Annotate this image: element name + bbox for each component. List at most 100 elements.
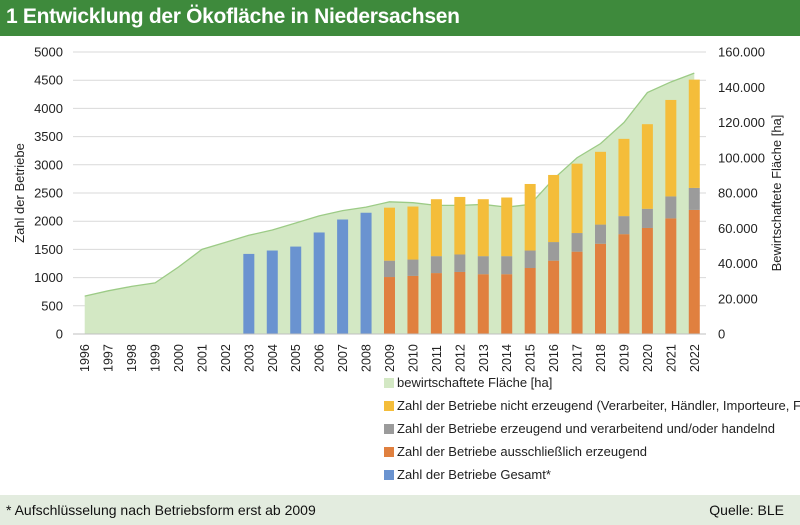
bar-segment-non-producing [407, 206, 419, 260]
y-tick-label: 2000 [34, 214, 63, 229]
bar-segment-producing [595, 243, 606, 334]
bar-segment-processing [477, 256, 489, 275]
x-tick-label: 2019 [617, 344, 631, 372]
legend-label: Zahl der Betriebe Gesamt* [397, 467, 551, 482]
bar-series [243, 79, 700, 334]
chart-title: 1 Entwicklung der Ökofläche in Niedersac… [6, 5, 460, 28]
x-tick-label: 2003 [242, 344, 256, 372]
legend-swatch [384, 401, 394, 411]
bar-segment-non-producing [688, 79, 700, 188]
x-tick-label: 2012 [453, 344, 467, 372]
legend-swatch [384, 424, 394, 434]
x-tick-label: 2018 [594, 344, 608, 372]
x-tick-label: 2007 [336, 344, 350, 372]
legend-swatch [384, 470, 394, 480]
x-tick-label: 2008 [360, 344, 374, 372]
bar-segment-processing [688, 187, 700, 210]
bar-segment-producing [454, 271, 466, 334]
x-tick-label: 2011 [430, 345, 444, 372]
bar-total [337, 219, 349, 334]
y-axis-title: Zahl der Betriebe [12, 143, 27, 243]
bar-segment-non-producing [665, 99, 677, 197]
bar-total [266, 250, 278, 334]
bar-segment-non-producing [524, 183, 536, 251]
bar-segment-non-producing [384, 207, 395, 261]
bar-total [243, 253, 255, 334]
y2-tick-label: 140.000 [718, 80, 765, 95]
x-tick-label: 1999 [149, 344, 163, 372]
bar-segment-processing [501, 256, 513, 275]
chart-container: 0 500 1000 1500 2000 2500 3000 3500 4000 4500 5000… [0, 36, 800, 495]
x-tick-label: 2014 [500, 344, 514, 372]
x-tick-label: 2020 [641, 344, 655, 372]
x-tick-label: 2002 [219, 344, 233, 372]
x-tick-label: 2010 [406, 344, 420, 372]
y-tick-label: 2500 [34, 186, 63, 201]
y-tick-label: 500 [41, 298, 63, 313]
x-tick-label: 2015 [524, 344, 538, 372]
bar-total [290, 246, 302, 334]
bar-segment-processing [430, 256, 442, 274]
bar-segment-processing [524, 250, 536, 269]
y-tick-label: 3500 [34, 129, 63, 144]
y2-tick-label: 0 [718, 327, 725, 342]
chart-axes: 0 500 1000 1500 2000 2500 3000 3500 4000 4500 5000… [12, 45, 784, 373]
bar-segment-non-producing [454, 196, 466, 255]
bar-segment-non-producing [548, 174, 560, 243]
y-tick-label: 1500 [34, 242, 63, 257]
bar-segment-processing [407, 259, 419, 276]
bar-segment-processing [665, 196, 677, 219]
y-tick-label: 0 [56, 327, 63, 342]
bar-segment-producing [477, 274, 489, 334]
bar-segment-producing [524, 268, 536, 334]
x-tick-label: 2000 [172, 344, 186, 372]
bar-segment-processing [618, 216, 630, 235]
bar-segment-processing [384, 260, 395, 278]
x-tick-label: 2004 [266, 344, 280, 372]
x-tick-label: 1998 [125, 344, 139, 372]
y2-tick-label: 40.000 [718, 256, 758, 271]
bar-segment-producing [641, 227, 653, 334]
legend-label: Zahl der Betriebe nicht erzeugend (Verar… [397, 398, 800, 413]
y2-tick-label: 60.000 [718, 221, 758, 236]
legend-label: Zahl der Betriebe erzeugend und verarbei… [397, 421, 775, 436]
y-tick-label: 1000 [34, 270, 63, 285]
bar-segment-producing [430, 273, 442, 334]
bar-segment-processing [571, 233, 583, 252]
chart-svg: 0 500 1000 1500 2000 2500 3000 3500 4000 4500 5000… [12, 45, 800, 483]
bar-segment-producing [548, 260, 560, 334]
y2-tick-label: 80.000 [718, 186, 758, 201]
legend-label: bewirtschaftete Fläche [ha] [397, 375, 552, 390]
x-tick-label: 1996 [78, 344, 92, 372]
bar-segment-processing [548, 242, 560, 261]
bar-segment-processing [641, 208, 653, 228]
x-tick-label: 2006 [313, 344, 327, 372]
y-tick-label: 4500 [34, 73, 63, 88]
source-label: Quelle: BLE [709, 502, 784, 518]
legend-swatch [384, 447, 394, 457]
y-tick-label: 5000 [34, 45, 63, 60]
y2-axis-title: Bewirtschaftete Fläche [ha] [769, 115, 784, 272]
bar-segment-processing [595, 224, 606, 244]
bar-segment-producing [665, 218, 677, 334]
bar-segment-non-producing [430, 199, 442, 257]
legend-label: Zahl der Betriebe ausschließlich erzeuge… [397, 444, 647, 459]
chart-header: 1 Entwicklung der Ökofläche in Niedersac… [0, 0, 800, 36]
x-tick-label: 2005 [289, 344, 303, 372]
footnote: * Aufschlüsselung nach Betriebsform erst… [6, 502, 316, 518]
bar-segment-non-producing [477, 199, 489, 257]
bar-segment-processing [454, 254, 466, 272]
bar-segment-producing [571, 251, 583, 334]
x-tick-label: 2013 [477, 344, 491, 372]
x-tick-label: 2009 [383, 344, 397, 372]
bar-total [360, 212, 372, 334]
x-tick-label: 2017 [571, 344, 585, 372]
bar-total [313, 232, 325, 334]
bar-segment-producing [688, 209, 700, 334]
y-tick-label: 3000 [34, 157, 63, 172]
x-tick-label: 2022 [688, 344, 702, 372]
bar-segment-non-producing [501, 197, 513, 257]
bar-segment-producing [618, 234, 630, 334]
x-tick-label: 1997 [102, 344, 116, 372]
x-tick-label: 2016 [547, 344, 561, 372]
